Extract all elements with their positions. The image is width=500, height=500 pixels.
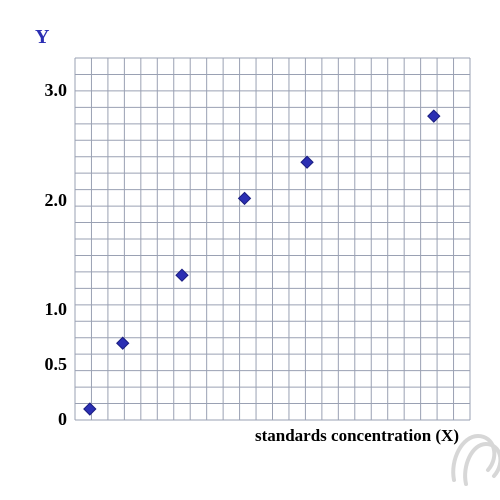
x-axis-label: standards concentration (X): [255, 426, 459, 446]
chart-container: Y 0 0.5 1.0 2.0 3.0 standards concentration …: [0, 0, 500, 500]
data-point: [84, 403, 96, 415]
y-tick-label: 2.0: [27, 190, 67, 211]
data-point: [428, 110, 440, 122]
data-point: [117, 337, 129, 349]
y-tick-label: 0.5: [27, 354, 67, 375]
y-tick-label: 3.0: [27, 80, 67, 101]
data-point: [239, 192, 251, 204]
data-point: [301, 156, 313, 168]
scatter-chart: [0, 0, 500, 500]
data-point: [176, 269, 188, 281]
y-tick-label: 1.0: [27, 299, 67, 320]
y-axis-title: Y: [35, 26, 49, 49]
y-tick-label: 0: [27, 409, 67, 430]
